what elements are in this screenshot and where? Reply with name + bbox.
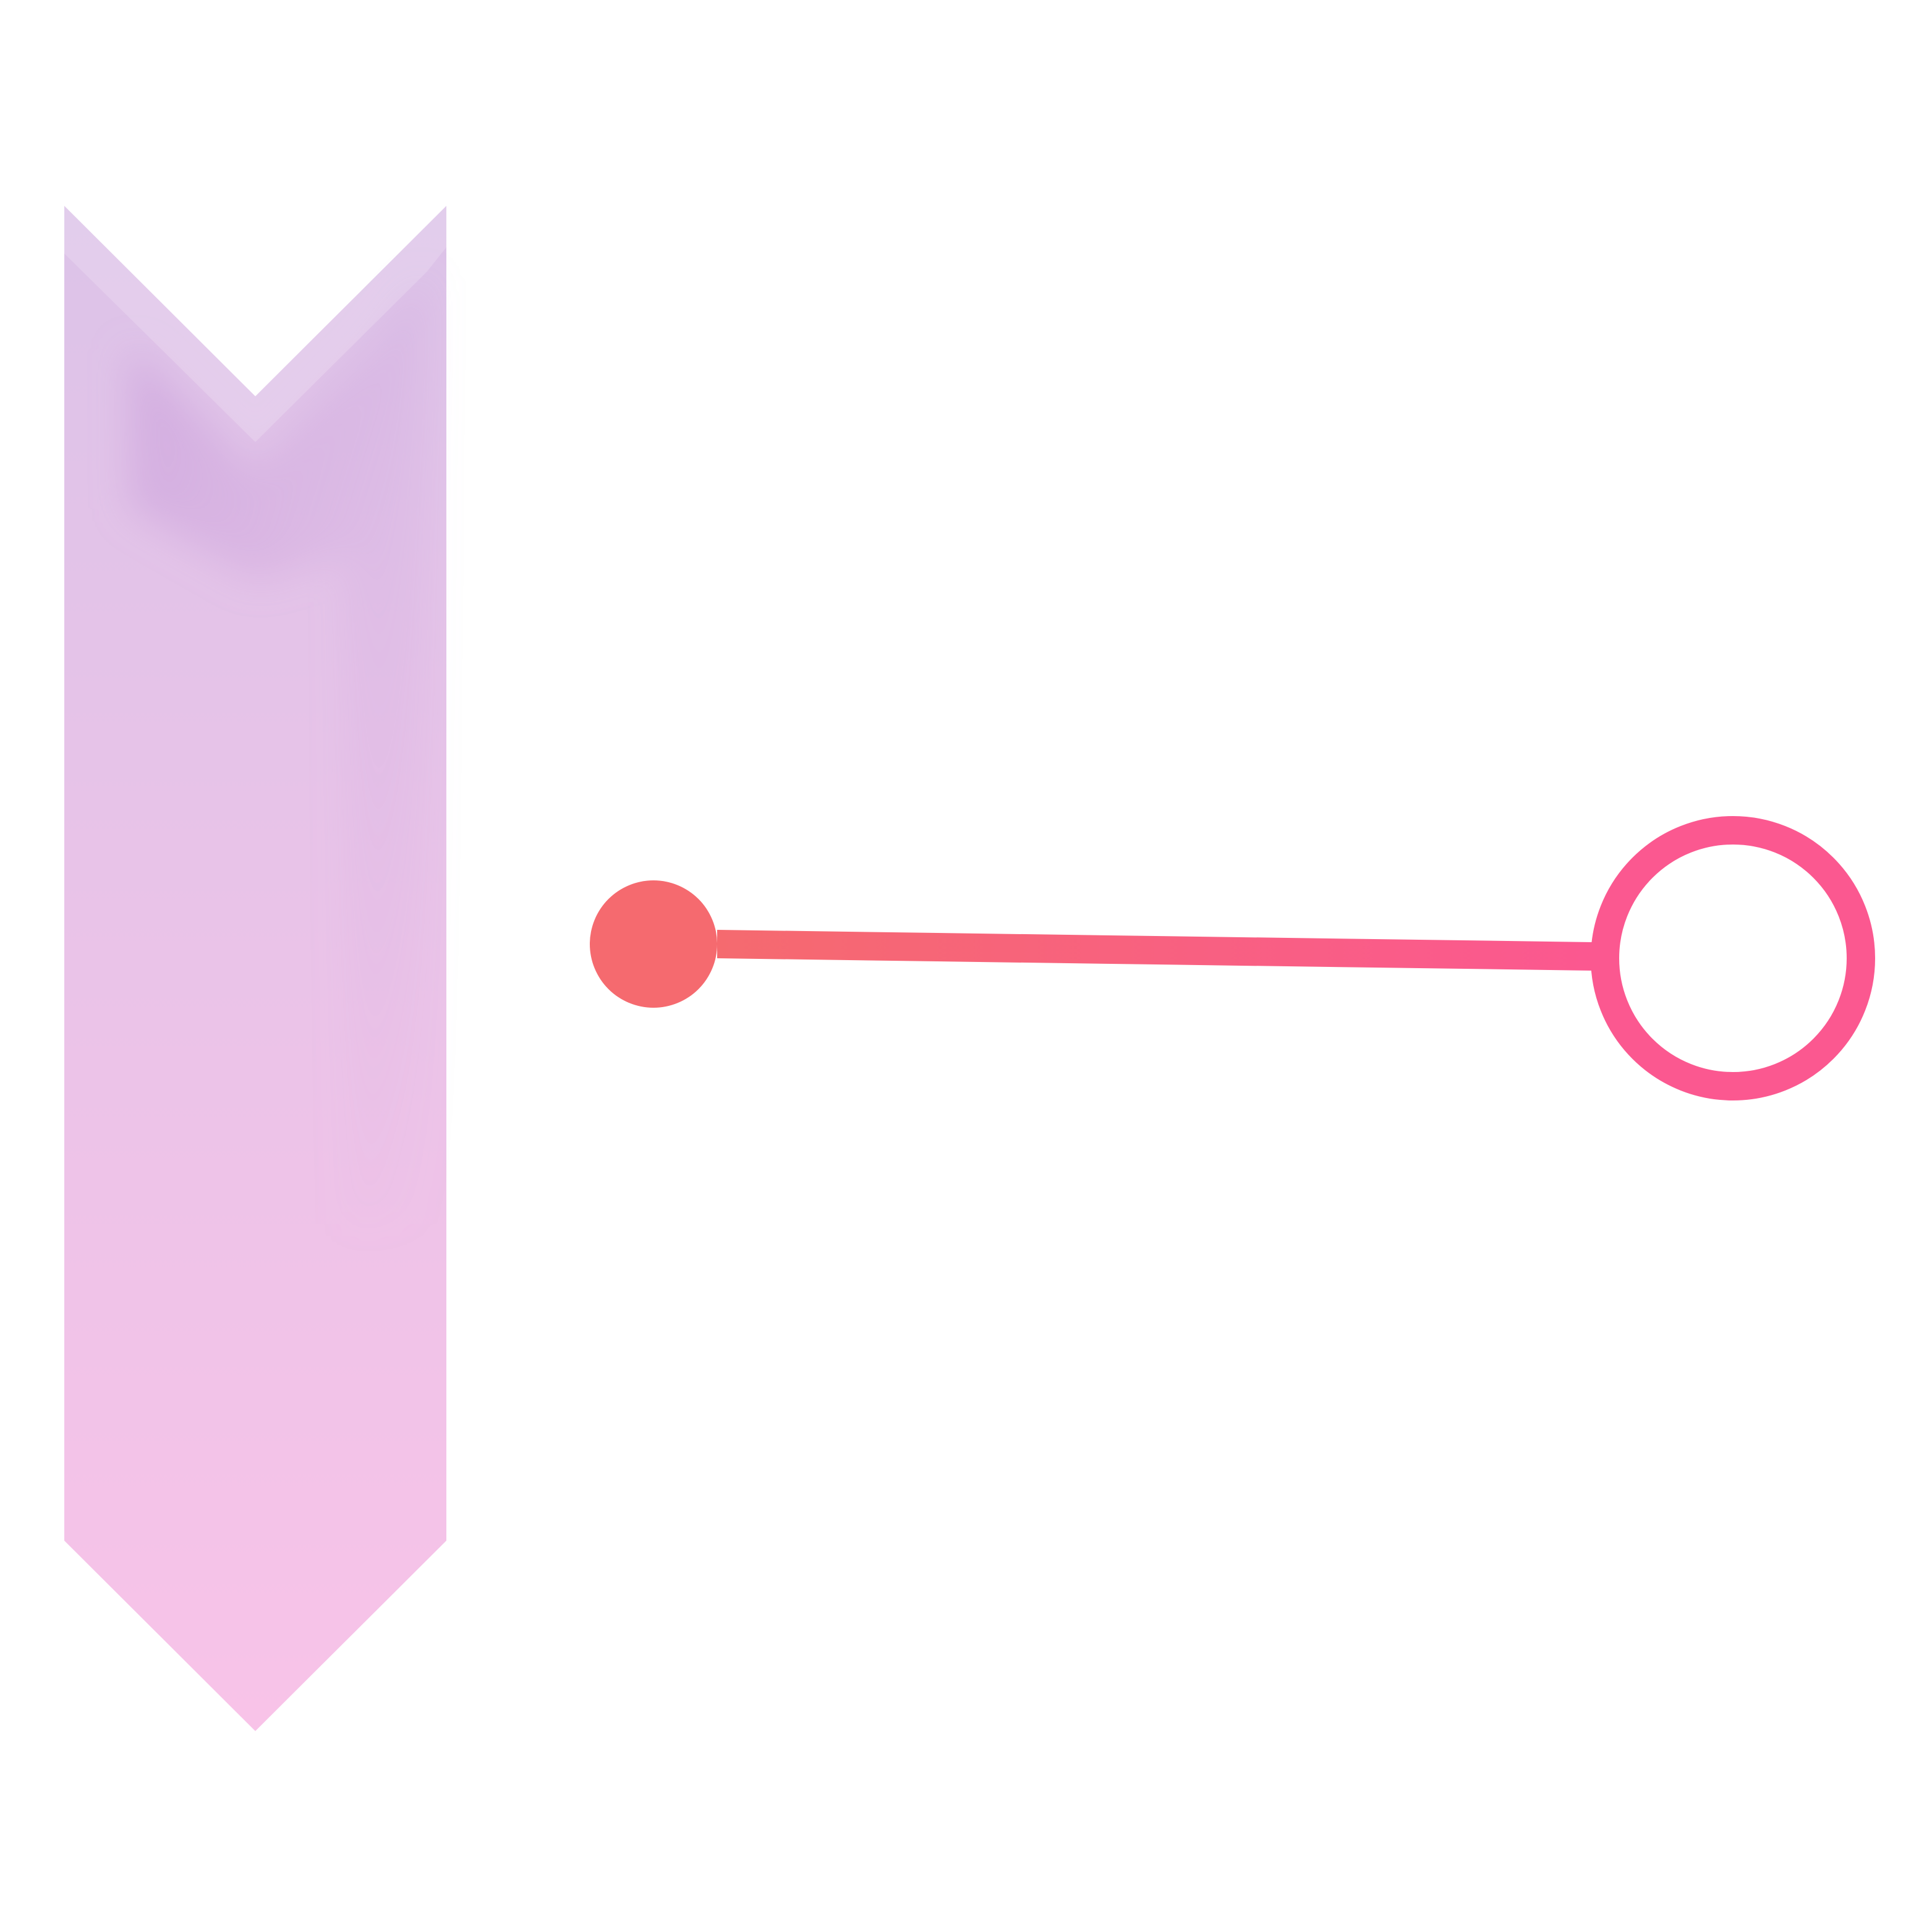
connector-line: [717, 930, 1594, 971]
banner-inner-shade: [130, 272, 427, 1224]
pointer-banner-icon: [64, 206, 446, 1731]
banner-highlight-edge: [64, 206, 446, 442]
start-node-dot: [590, 880, 717, 1008]
end-node-ring: [1591, 816, 1875, 1100]
connector: [590, 816, 1875, 1100]
